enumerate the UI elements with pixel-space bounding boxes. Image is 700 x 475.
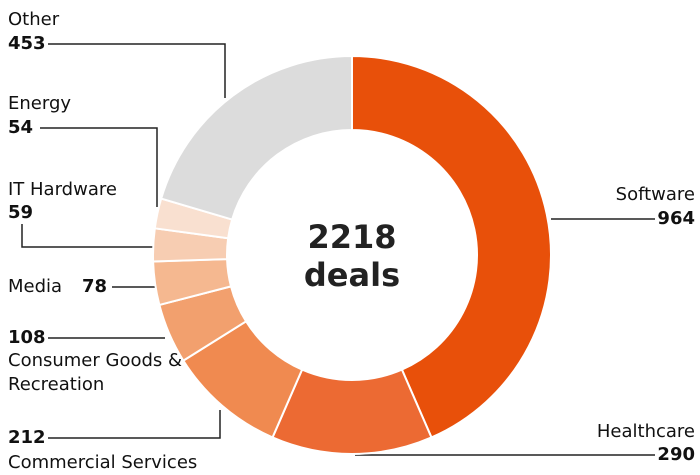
center-label: 2218 deals bbox=[252, 218, 452, 294]
donut-segment bbox=[351, 54, 552, 439]
value-label: 59 bbox=[8, 202, 34, 223]
category-label: IT Hardware bbox=[8, 179, 117, 200]
category-label: Media bbox=[8, 276, 63, 297]
value-label: 212 bbox=[8, 427, 46, 448]
category-label: Energy bbox=[8, 93, 72, 114]
leader-line bbox=[40, 127, 158, 207]
value-label: 78 bbox=[82, 276, 108, 297]
value-label: 108 bbox=[8, 327, 46, 348]
total-label: deals bbox=[303, 256, 401, 294]
category-label: Commercial Services bbox=[8, 452, 198, 473]
leader-line bbox=[48, 410, 221, 439]
category-label: Software bbox=[615, 184, 695, 205]
value-label: 453 bbox=[8, 33, 46, 54]
leader-line bbox=[48, 43, 226, 98]
category-label: Consumer Goods & Recreation bbox=[8, 350, 183, 395]
total: 2218 bbox=[307, 218, 397, 256]
category-label: Other bbox=[8, 9, 60, 30]
donut-segment bbox=[159, 54, 353, 221]
category-label: Healthcare bbox=[596, 421, 695, 442]
value-label: 964 bbox=[657, 208, 695, 229]
leader-lines bbox=[21, 43, 655, 456]
value-label: 54 bbox=[8, 117, 34, 138]
value-label: 290 bbox=[657, 444, 695, 465]
leader-line bbox=[21, 224, 155, 248]
